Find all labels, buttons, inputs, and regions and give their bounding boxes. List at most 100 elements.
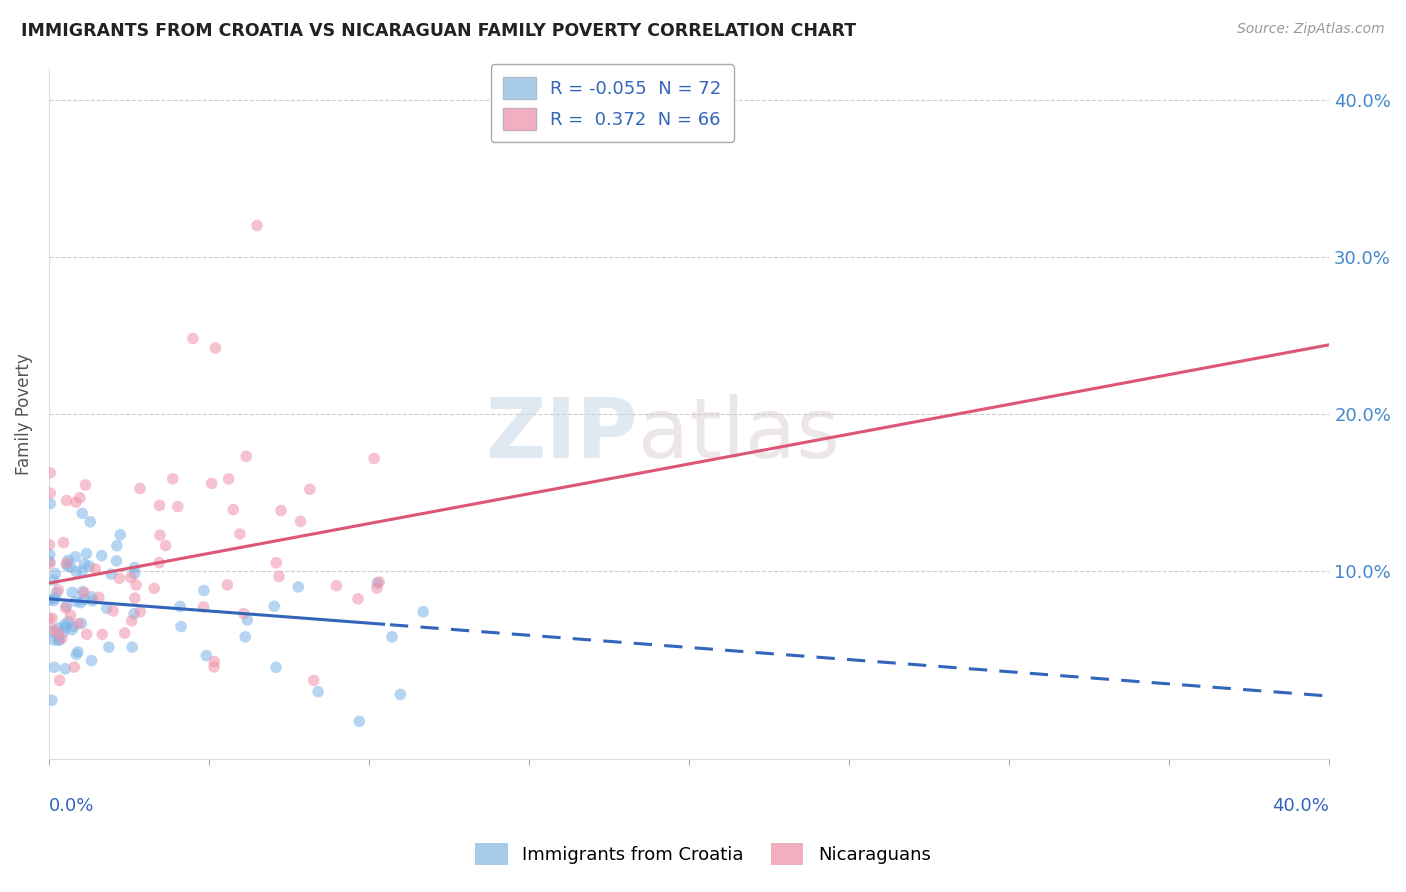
Point [91,627,114,641]
Point [44,566,66,581]
Point [55,558,77,573]
Point [264,556,287,570]
Point [82,594,104,608]
Point [42,623,65,637]
Point [46,626,69,640]
Point [366,576,388,591]
Point [87,591,110,605]
Point [325,579,347,593]
Point [412,605,434,619]
Point [39,486,62,500]
Point [170,619,193,633]
Point [39,557,62,571]
Point [41,611,63,625]
Text: 40.0%: 40.0% [1272,797,1329,814]
Point [129,605,152,619]
Point [162,472,184,486]
Point [302,673,325,688]
Point [101,604,124,618]
Point [73,585,96,599]
Point [73,592,96,607]
Point [55,599,77,613]
Point [349,714,371,729]
Point [389,687,412,701]
Point [80,654,103,668]
Point [69,491,91,505]
Point [264,660,287,674]
Point [58,615,80,629]
Y-axis label: Family Poverty: Family Poverty [15,353,32,475]
Point [90,549,112,563]
Point [124,560,146,574]
Point [232,607,254,621]
Point [105,539,128,553]
Point [84,562,107,576]
Point [76,627,98,641]
Point [105,554,128,568]
Text: ZIP: ZIP [485,394,638,475]
Point [218,472,240,486]
Point [366,581,388,595]
Point [148,556,170,570]
Point [110,528,132,542]
Point [70,616,93,631]
Point [52,624,75,639]
Point [129,482,152,496]
Point [222,502,245,516]
Point [100,567,122,582]
Point [201,476,224,491]
Point [38,538,60,552]
Point [114,626,136,640]
Point [270,503,292,517]
Point [66,645,89,659]
Point [52,535,75,549]
Point [195,648,218,663]
Point [59,560,82,574]
Text: atlas: atlas [638,394,839,475]
Point [77,559,100,574]
Point [38,612,60,626]
Point [56,553,79,567]
Point [233,630,256,644]
Point [38,593,60,607]
Point [65,549,87,564]
Point [202,660,225,674]
Point [65,495,87,509]
Point [217,578,239,592]
Point [169,599,191,614]
Point [124,591,146,606]
Point [229,527,252,541]
Point [60,585,83,599]
Point [42,632,65,647]
Point [69,596,91,610]
Text: IMMIGRANTS FROM CROATIA VS NICARAGUAN FAMILY POVERTY CORRELATION CHART: IMMIGRANTS FROM CROATIA VS NICARAGUAN FA… [21,22,856,40]
Point [80,590,103,604]
Point [41,624,63,639]
Point [55,556,77,570]
Point [76,547,98,561]
Point [38,555,60,569]
Point [125,578,148,592]
Point [53,620,76,634]
Point [202,655,225,669]
Point [44,591,66,606]
Point [38,548,60,562]
Point [42,594,65,608]
Point [42,573,65,587]
Point [143,582,166,596]
Point [51,632,73,646]
Point [307,684,329,698]
Point [193,599,215,614]
Point [72,584,94,599]
Point [45,585,67,599]
Point [48,632,70,647]
Point [55,493,77,508]
Point [290,515,312,529]
Point [121,614,143,628]
Point [65,648,87,662]
Point [96,601,118,615]
Point [120,570,142,584]
Point [60,623,83,637]
Point [65,594,87,608]
Point [246,219,269,233]
